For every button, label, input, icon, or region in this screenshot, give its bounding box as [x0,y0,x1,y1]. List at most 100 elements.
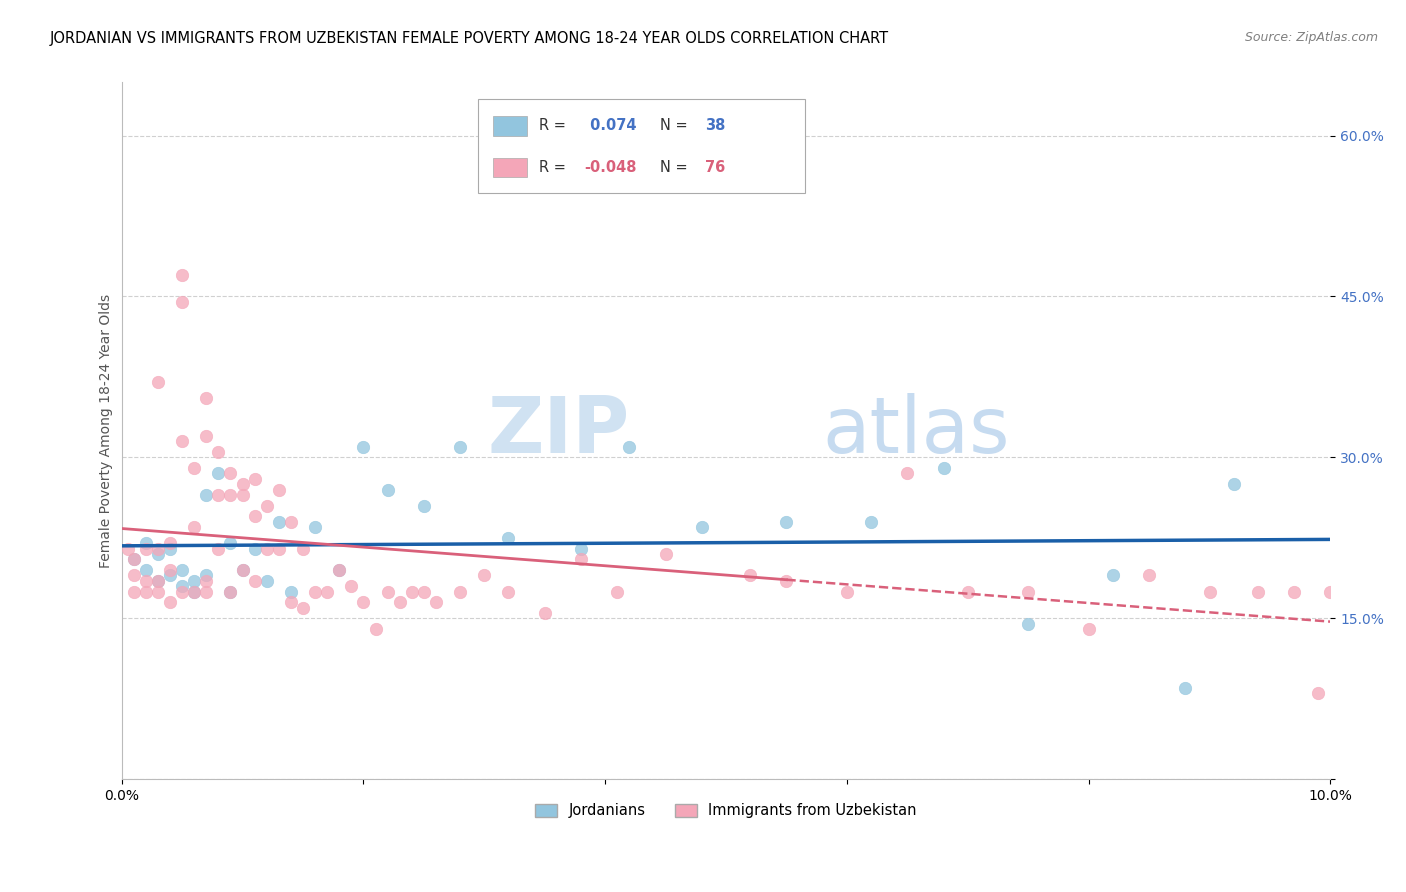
Point [425,595,447,609]
Point [146,574,169,588]
Point [135,584,157,599]
Point [159,568,181,582]
Point [292,600,315,615]
Point [1319,584,1341,599]
Text: N =: N = [659,119,692,133]
Point [1247,584,1270,599]
Point [243,472,266,486]
Point [267,483,290,497]
Point [146,574,169,588]
Point [232,563,254,577]
Point [267,515,290,529]
Point [146,584,169,599]
Point [775,574,797,588]
Point [232,563,254,577]
Point [449,440,471,454]
Point [172,563,194,577]
Point [304,520,326,534]
Point [146,547,169,561]
Point [1017,616,1039,631]
Point [172,268,194,282]
Point [1101,568,1123,582]
Point [207,467,229,481]
Point [1137,568,1160,582]
Point [195,429,218,443]
Point [569,541,592,556]
Point [146,376,169,390]
Point [195,568,218,582]
Point [352,595,374,609]
Point [219,488,242,502]
Point [243,541,266,556]
Point [498,531,520,545]
FancyBboxPatch shape [478,99,804,194]
Text: R =: R = [538,161,571,175]
Point [207,445,229,459]
Point [1282,584,1305,599]
Point [498,584,520,599]
Point [449,584,471,599]
Point [388,595,411,609]
Point [412,584,434,599]
Point [1222,477,1244,491]
Point [159,595,181,609]
Point [352,440,374,454]
Legend: Jordanians, Immigrants from Uzbekistan: Jordanians, Immigrants from Uzbekistan [529,797,922,824]
Point [159,541,181,556]
Point [1174,681,1197,695]
Point [280,584,302,599]
Point [740,568,762,582]
Point [304,584,326,599]
Point [412,499,434,513]
Point [122,568,145,582]
Text: -0.048: -0.048 [585,161,637,175]
Point [256,541,278,556]
Point [932,461,955,475]
Point [956,584,979,599]
Point [1308,686,1330,700]
Point [219,536,242,550]
Point [232,488,254,502]
Point [219,584,242,599]
Point [195,574,218,588]
Point [860,515,883,529]
Point [472,568,495,582]
Point [172,584,194,599]
Point [377,584,399,599]
Text: Source: ZipAtlas.com: Source: ZipAtlas.com [1244,31,1378,45]
Point [117,541,139,556]
Point [896,467,918,481]
Point [195,488,218,502]
Point [183,584,205,599]
Point [835,584,858,599]
Point [328,563,350,577]
FancyBboxPatch shape [492,158,527,178]
Point [172,434,194,449]
Point [122,552,145,566]
Point [207,488,229,502]
Point [1077,622,1099,636]
Point [256,499,278,513]
Point [146,541,169,556]
Point [280,515,302,529]
Text: 0.074: 0.074 [585,119,636,133]
Point [183,520,205,534]
Text: 76: 76 [706,161,725,175]
Point [195,392,218,406]
Point [280,595,302,609]
Point [364,622,387,636]
Point [172,579,194,593]
Point [619,440,641,454]
Point [292,541,315,556]
Point [243,574,266,588]
Point [219,584,242,599]
Point [183,461,205,475]
Point [1017,584,1039,599]
Point [122,584,145,599]
Point [533,606,555,620]
Point [328,563,350,577]
Point [401,584,423,599]
Point [340,579,363,593]
Point [654,547,676,561]
Y-axis label: Female Poverty Among 18-24 Year Olds: Female Poverty Among 18-24 Year Olds [100,293,114,567]
